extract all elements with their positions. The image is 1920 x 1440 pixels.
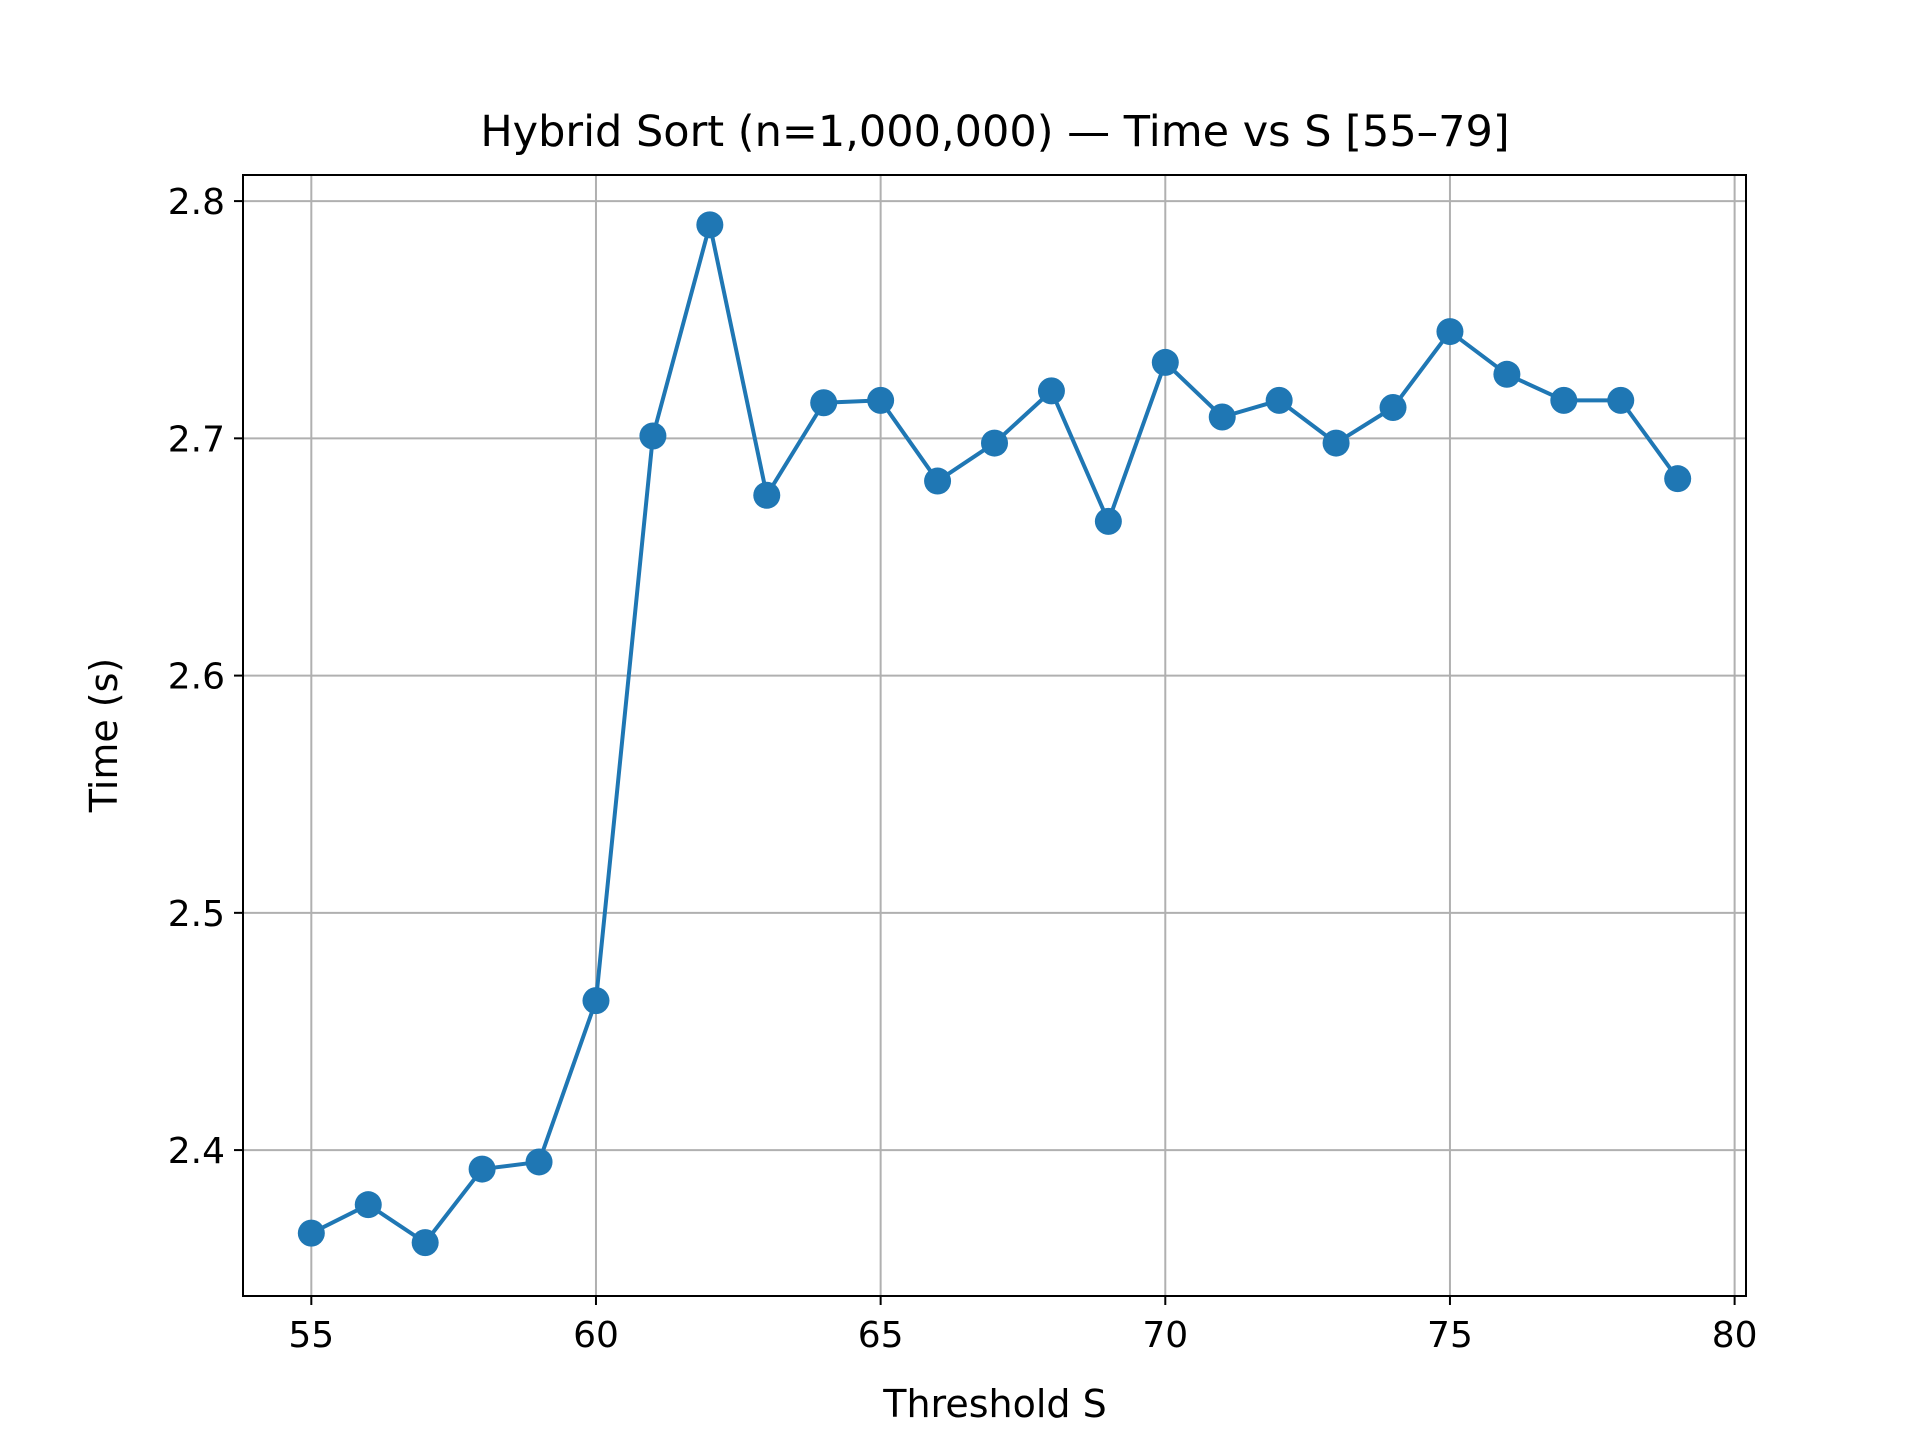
- x-tick-label: 80: [1712, 1315, 1758, 1356]
- x-tick-label: 75: [1427, 1315, 1473, 1356]
- data-point: [1151, 348, 1179, 376]
- data-point: [411, 1229, 439, 1257]
- data-point: [1322, 429, 1350, 457]
- y-axis-label: Time (s): [82, 658, 126, 814]
- data-point: [1550, 386, 1578, 414]
- data-point: [810, 389, 838, 417]
- data-point: [1379, 394, 1407, 421]
- data-point: [639, 422, 667, 450]
- data-point: [1436, 318, 1464, 346]
- data-point: [525, 1148, 553, 1176]
- data-point: [1265, 386, 1293, 414]
- chart-title: Hybrid Sort (n=1,000,000) — Time vs S [5…: [480, 107, 1509, 157]
- y-tick-label: 2.8: [168, 182, 225, 223]
- y-tick-label: 2.4: [168, 1131, 225, 1172]
- y-tick-label: 2.6: [168, 657, 225, 698]
- data-point: [1037, 377, 1065, 405]
- x-tick-label: 55: [288, 1315, 334, 1356]
- x-axis-label: Threshold S: [882, 1382, 1106, 1426]
- x-tick-label: 70: [1142, 1315, 1188, 1356]
- plot-frame: [242, 174, 1747, 1297]
- x-tick-label: 60: [573, 1315, 619, 1356]
- data-point: [1094, 507, 1122, 535]
- data-point: [924, 467, 952, 495]
- data-point: [1493, 360, 1521, 388]
- data-series: [297, 211, 1692, 1257]
- data-point: [1607, 386, 1635, 414]
- data-point: [696, 211, 724, 239]
- axes: 55 60 65 70 75 80 2.4 2.5 2.6 2.7 2.8: [168, 182, 1758, 1356]
- data-point: [297, 1219, 325, 1247]
- data-point: [1208, 403, 1236, 431]
- x-tick-label: 65: [858, 1315, 904, 1356]
- y-tick-label: 2.5: [168, 894, 225, 935]
- grid-lines: [243, 175, 1746, 1296]
- data-point: [582, 987, 610, 1015]
- data-point: [753, 481, 781, 509]
- data-point: [468, 1155, 496, 1183]
- data-point: [981, 429, 1008, 457]
- y-tick-label: 2.7: [168, 419, 225, 460]
- data-point: [1664, 465, 1692, 493]
- data-point: [354, 1191, 382, 1219]
- data-point: [867, 386, 895, 414]
